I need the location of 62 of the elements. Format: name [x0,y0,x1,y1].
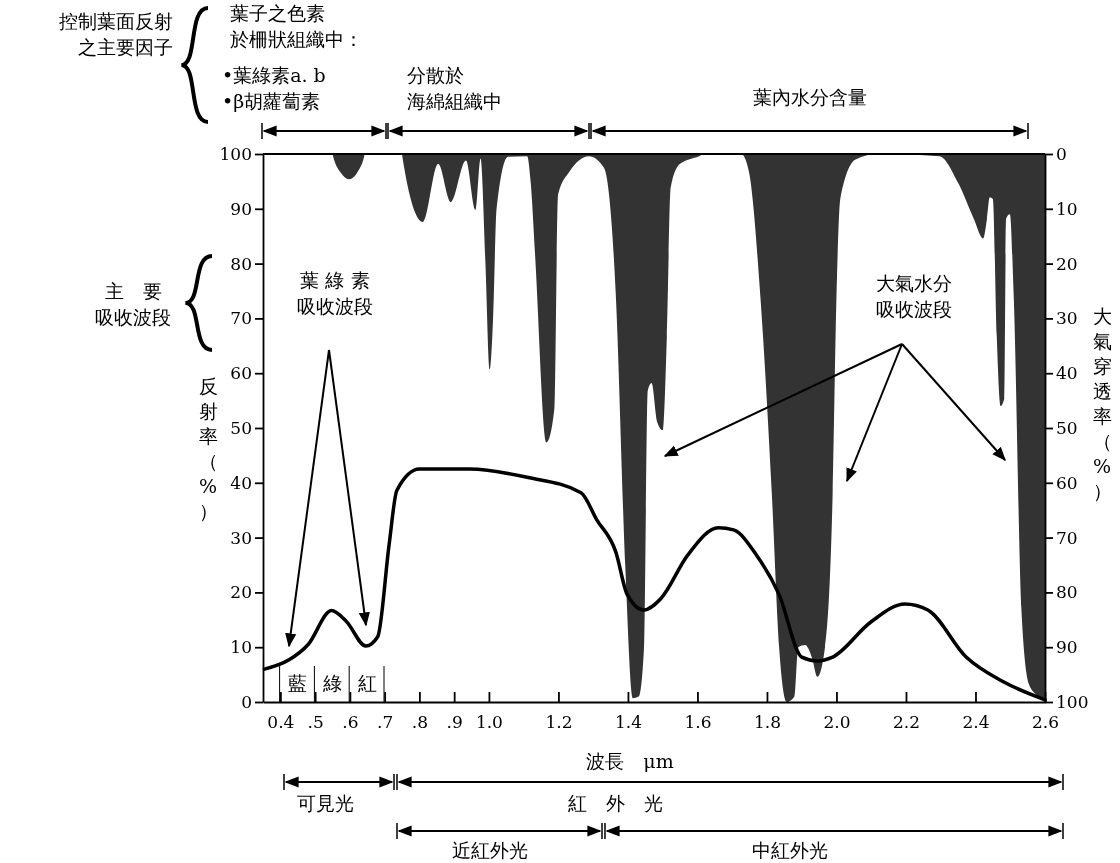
x-tick-label: .9 [446,712,463,733]
y-axis-title: 反射率（%） [198,374,218,522]
y2-tick-label: 40 [1056,363,1078,384]
y2-axis-title: 大氣穿透率（%） [1092,304,1112,502]
y2-tick-label: 0 [1056,143,1067,164]
y2-tick-label: 70 [1056,527,1078,548]
y-tick-label: 90 [230,198,252,219]
annotation: 吸收波段 [297,295,373,317]
y-tick-label: 30 [230,527,252,548]
text: 控制葉面反射 [59,10,173,32]
x-tick-label: 1.6 [684,712,712,733]
y2-tick-label: 20 [1056,253,1078,274]
y2-tick-label: 10 [1056,198,1078,219]
x-tick-label: .8 [411,712,429,733]
y-tick-label: 80 [230,253,252,274]
annotation: 綠 [321,672,342,694]
y2-tick-label: 50 [1056,417,1078,438]
text: 分散於 [407,64,464,86]
y-tick-label: 60 [230,363,252,384]
text: 葉內水分含量 [753,86,867,108]
y-tick-label: 0 [241,691,252,712]
x-tick-label: 1.2 [545,712,573,733]
x-tick-label: .7 [377,712,394,733]
x-tick-label: 1.8 [753,712,781,733]
x-axis-title: 波長 μm [586,750,674,772]
text: 紅 外 光 [567,792,663,814]
y2-tick-label: 60 [1056,472,1078,493]
y2-tick-label: 30 [1056,308,1078,329]
x-tick-label: 2.6 [1031,712,1060,733]
y-tick-label: 70 [230,308,252,329]
annotation: 大氣水分 [876,272,952,294]
x-tick-label: 1.0 [475,712,503,733]
x-tick-label: 2.4 [962,712,990,733]
x-tick-label: 2.0 [823,712,851,733]
x-tick-label: 2.2 [892,712,920,733]
annotation: 吸收波段 [876,298,952,320]
text: 近紅外光 [452,839,528,861]
annotation: 紅 [357,672,377,694]
annotation: 藍 [287,672,307,694]
y2-tick-label: 90 [1056,637,1078,658]
annotation: 葉 綠 素 [300,269,370,291]
y2-tick-label: 80 [1056,582,1078,603]
text: 葉子之色素 [230,2,325,24]
text: 之主要因子 [78,36,173,58]
y-tick-label: 40 [230,472,252,493]
text: 於柵狀組織中： [230,28,363,50]
text: 可見光 [296,792,354,814]
x-tick-label: 0.4 [267,712,295,733]
text: •β胡蘿蔔素 [222,90,321,112]
y-tick-label: 100 [219,143,252,164]
x-tick-label: 1.4 [614,712,642,733]
text: 吸收波段 [95,306,171,328]
y-tick-label: 20 [230,582,252,603]
y-tick-label: 50 [230,417,252,438]
x-tick-label: .6 [342,712,359,733]
text: 海綿組織中 [407,90,502,112]
y2-tick-label: 100 [1056,691,1089,712]
text: •葉綠素a. b [222,64,326,86]
y-tick-label: 10 [230,637,252,658]
text: 中紅外光 [752,839,828,861]
text: 主 要 [104,280,162,302]
x-tick-label: .5 [307,712,324,733]
